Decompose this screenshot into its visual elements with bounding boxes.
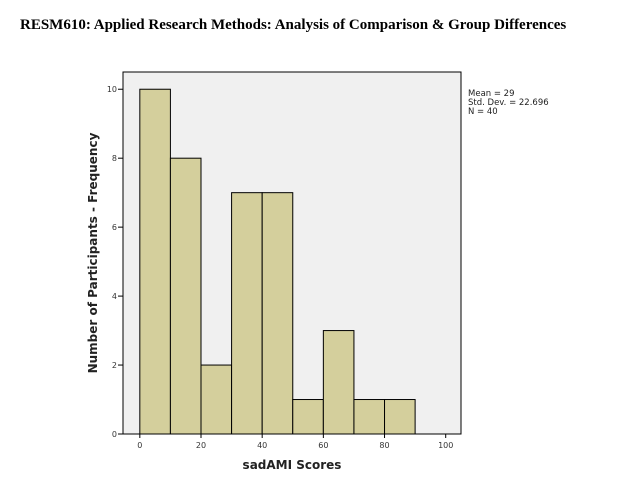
stat-line-1: Std. Dev. = 22.696: [468, 98, 549, 108]
histogram-bar-0: [139, 88, 171, 435]
x-axis-label: sadAMI Scores: [243, 458, 342, 472]
histogram-bar-6: [322, 330, 355, 435]
x-axis: 0 20 40 60 80 100: [137, 434, 453, 450]
y-tick-label-1: 2: [112, 361, 117, 370]
y-tick-label-4: 8: [112, 154, 117, 163]
x-tick-label-5: 100: [438, 441, 453, 450]
x-tick-label-4: 80: [379, 441, 389, 450]
x-tick-label-0: 0: [137, 441, 142, 450]
y-axis-label: Number of Participants - Frequency: [86, 132, 100, 373]
y-tick-label-0: 0: [112, 430, 117, 439]
y-tick-label-2: 4: [112, 292, 117, 301]
y-axis: 0 2 4 6 8 10: [107, 85, 123, 439]
histogram-bar-4: [261, 192, 294, 435]
page-title: RESM610: Applied Research Methods: Analy…: [20, 17, 567, 33]
y-tick-label-3: 6: [112, 223, 117, 232]
stat-line-2: N = 40: [468, 107, 498, 117]
histogram-bars: [139, 88, 416, 435]
stat-line-0: Mean = 29: [468, 89, 515, 99]
x-tick-label-3: 60: [318, 441, 328, 450]
x-tick-label-1: 20: [196, 441, 206, 450]
histogram-bar-1: [169, 157, 202, 435]
histogram-bar-7: [353, 399, 386, 435]
histogram-bar-3: [231, 192, 263, 435]
histogram-bar-5: [292, 399, 324, 435]
histogram-bar-8: [384, 399, 416, 435]
y-tick-label-5: 10: [107, 85, 117, 94]
histogram-bar-2: [200, 364, 233, 435]
x-tick-label-2: 40: [257, 441, 267, 450]
